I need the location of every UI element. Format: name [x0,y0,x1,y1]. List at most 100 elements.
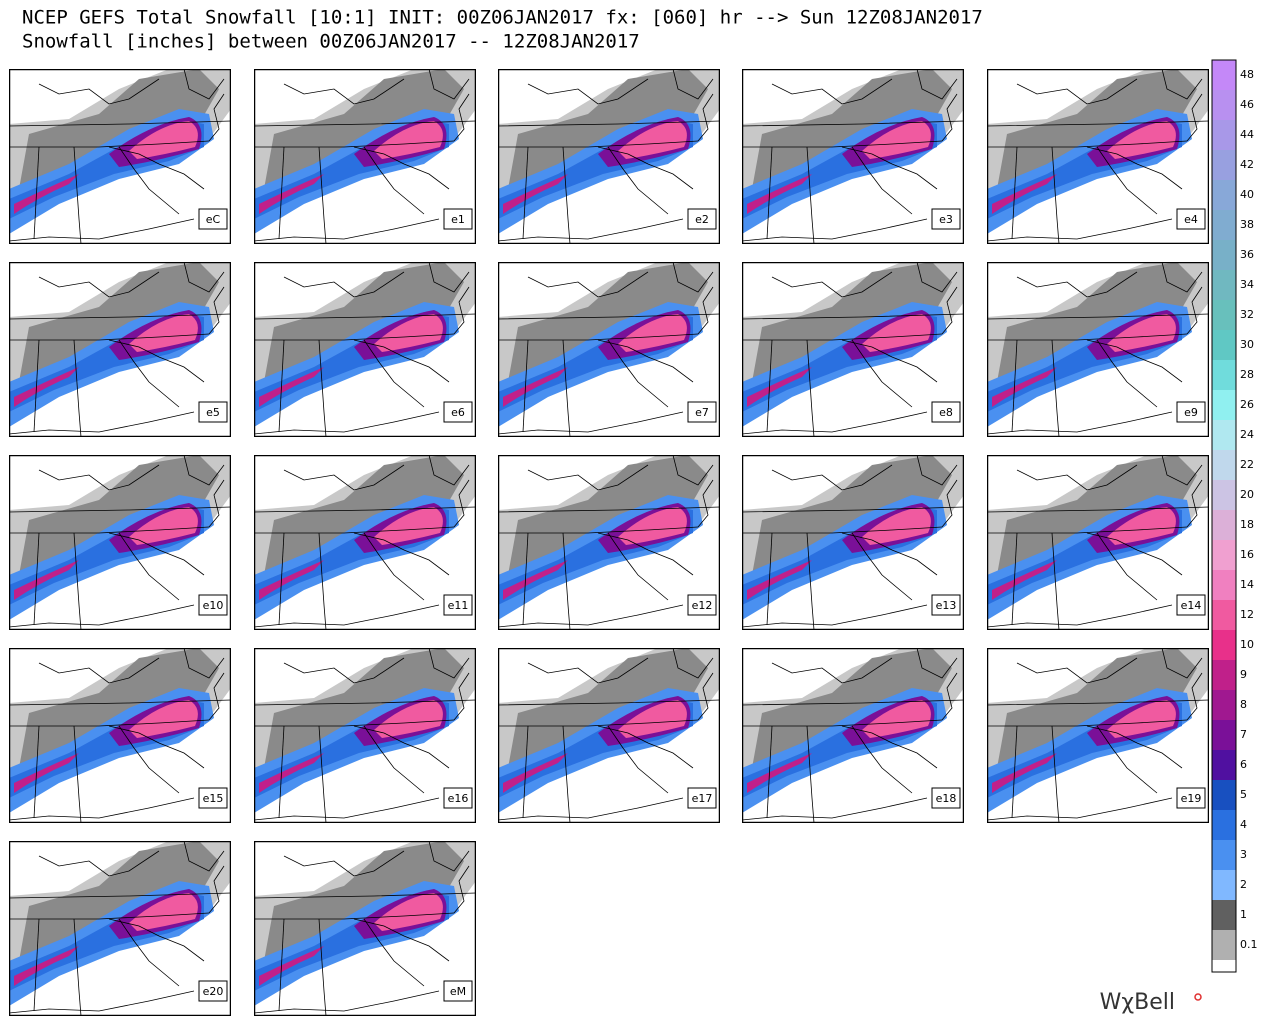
panel-label-box [931,594,961,616]
colorbar-label: 26 [1240,398,1254,411]
panel-label-box [687,401,717,423]
colorbar-swatch [1212,630,1236,660]
colorbar-swatch [1212,390,1236,420]
panel-label-box [931,787,961,809]
panel-label: e1 [451,213,465,226]
map [9,69,231,244]
colorbar-swatch [1212,570,1236,600]
map [742,262,964,437]
colorbar-label: 6 [1240,758,1247,771]
panel-label-box [1176,594,1206,616]
map-panel: e9 [987,262,1209,437]
panel-label: e16 [448,792,469,805]
colorbar-label: 24 [1240,428,1254,441]
map [9,455,231,630]
map-panel: e3 [742,69,964,244]
panel-label: e7 [695,406,709,419]
panel-label-box [198,594,228,616]
colorbar-label: 30 [1240,338,1254,351]
watermark-dot [1194,993,1202,1001]
map [9,841,231,1016]
map-panel: e7 [498,262,720,437]
colorbar-bottom [1212,960,1236,972]
colorbar-frame [1211,59,1237,973]
map-panel: e19 [987,648,1209,823]
colorbar-label: 2 [1240,878,1247,891]
panel-label: e6 [451,406,465,419]
panel-label: e3 [939,213,953,226]
panel-label: e4 [1184,213,1198,226]
map [254,262,476,437]
colorbar-label: 22 [1240,458,1254,471]
panel-label-box [443,787,473,809]
panel-label-box [687,208,717,230]
map [742,648,964,823]
panel-label: e18 [936,792,957,805]
panel-label: eC [206,213,221,226]
map [987,262,1209,437]
colorbar-label: 16 [1240,548,1254,561]
map [9,262,231,437]
panel-label-box [443,208,473,230]
colorbar-label: 12 [1240,608,1254,621]
colorbar-swatch [1212,660,1236,690]
map-panel: e10 [9,455,231,630]
colorbar-swatch [1212,420,1236,450]
colorbar-label: 9 [1240,668,1247,681]
colorbar-swatch [1212,60,1236,90]
colorbar-label: 40 [1240,188,1254,201]
colorbar-swatch [1212,900,1236,930]
colorbar-label: 44 [1240,128,1254,141]
panel-label: e5 [206,406,220,419]
colorbar-swatch [1212,600,1236,630]
colorbar-label: 8 [1240,698,1247,711]
panel-label-box [931,401,961,423]
map-panel: e8 [742,262,964,437]
colorbar-swatch [1212,330,1236,360]
colorbar-label: 5 [1240,788,1247,801]
colorbar-swatch [1212,90,1236,120]
panel-label-box [931,208,961,230]
map-panel: e20 [9,841,231,1016]
colorbar-label: 7 [1240,728,1247,741]
panel-label: e13 [936,599,957,612]
map-panel: e13 [742,455,964,630]
colorbar-label: 1 [1240,908,1247,921]
map-panel: e1 [254,69,476,244]
panels: eC e1 e2 e3 e4 e5 e6 e7 e8 e9 e10 e11 e12 e13 e14 e15 e1… [9,69,1209,1016]
subtitle: Snowfall [inches] between 00Z06JAN2017 -… [22,31,640,53]
panel-label: e8 [939,406,953,419]
panel-label: e19 [1181,792,1202,805]
map-panel: e2 [498,69,720,244]
map [987,455,1209,630]
map [987,69,1209,244]
panel-label: eM [450,985,466,998]
colorbar-swatch [1212,690,1236,720]
colorbar-label: 32 [1240,308,1254,321]
map [254,69,476,244]
map [498,69,720,244]
colorbar-swatch [1212,810,1236,840]
map-panel: e14 [987,455,1209,630]
colorbar-label: 46 [1240,98,1254,111]
colorbar: 4846444240383634323028262422201816141210… [1211,59,1258,973]
colorbar-label: 3 [1240,848,1247,861]
panel-label-box [1176,208,1206,230]
colorbar-swatch [1212,300,1236,330]
map-panel: e6 [254,262,476,437]
map-panel: e12 [498,455,720,630]
colorbar-swatch [1212,510,1236,540]
panel-label-box [443,980,473,1002]
colorbar-label: 4 [1240,818,1247,831]
colorbar-swatch [1212,240,1236,270]
map [254,648,476,823]
watermark: WχBell [1100,990,1175,1015]
panel-label-box [198,980,228,1002]
colorbar-swatch [1212,840,1236,870]
panel-label: e14 [1181,599,1202,612]
colorbar-label: 48 [1240,68,1254,81]
colorbar-label: 36 [1240,248,1254,261]
colorbar-label: 28 [1240,368,1254,381]
map-panel: e11 [254,455,476,630]
